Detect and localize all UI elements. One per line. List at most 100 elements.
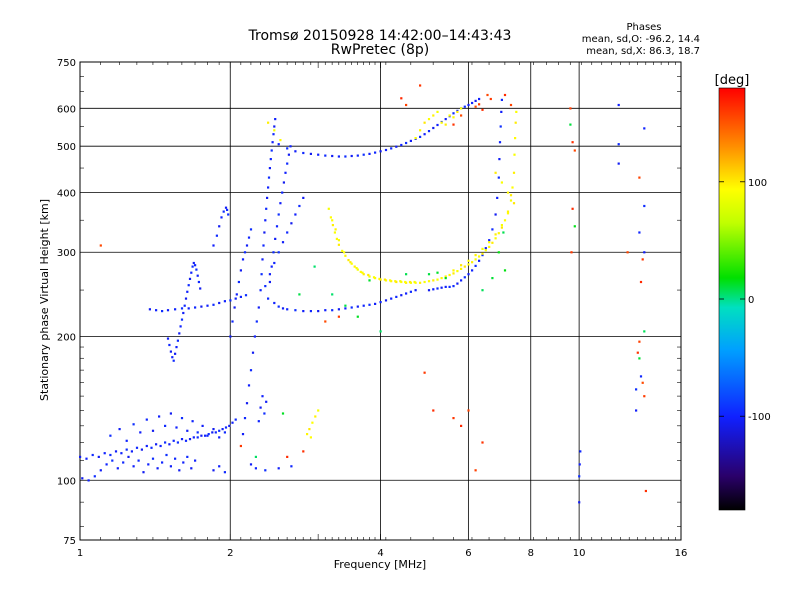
y-tick-label: 75 xyxy=(63,536,76,547)
chart-subtitle: RwPretec (8p) xyxy=(331,42,429,58)
data-point xyxy=(419,135,422,138)
data-point xyxy=(282,181,285,184)
data-point xyxy=(226,208,229,211)
data-point xyxy=(218,436,221,439)
data-point xyxy=(379,301,382,304)
data-point xyxy=(317,310,320,313)
data-point xyxy=(509,103,513,107)
data-point xyxy=(298,204,301,208)
data-point xyxy=(148,308,151,311)
data-point xyxy=(206,434,209,437)
data-point xyxy=(302,196,305,199)
data-point xyxy=(267,121,270,124)
data-point xyxy=(79,455,82,458)
data-point xyxy=(200,305,203,308)
data-point xyxy=(494,237,497,240)
data-point xyxy=(448,273,451,277)
data-point xyxy=(137,459,140,462)
data-point xyxy=(463,105,466,108)
data-point xyxy=(309,436,312,439)
data-point xyxy=(263,231,266,234)
data-point xyxy=(356,305,359,308)
data-point xyxy=(497,251,500,254)
data-point xyxy=(384,148,388,152)
data-point xyxy=(361,271,364,274)
data-point xyxy=(471,269,474,272)
data-point xyxy=(122,461,125,464)
data-point xyxy=(116,467,119,470)
data-point xyxy=(125,448,128,451)
data-point xyxy=(478,97,481,101)
data-point xyxy=(432,279,435,282)
data-point xyxy=(500,98,503,101)
data-point xyxy=(478,255,481,258)
data-point xyxy=(436,278,439,281)
data-point xyxy=(414,289,417,292)
data-point xyxy=(194,306,197,309)
data-point xyxy=(491,228,494,231)
data-point xyxy=(182,311,185,315)
data-point xyxy=(159,444,162,448)
data-point xyxy=(241,433,245,436)
data-point xyxy=(353,265,356,268)
data-point xyxy=(313,265,316,268)
x-tick-label: 2 xyxy=(227,548,233,559)
data-point xyxy=(427,118,431,121)
data-point xyxy=(127,455,130,458)
data-point xyxy=(503,93,507,97)
data-point xyxy=(156,467,159,470)
data-point xyxy=(337,243,340,246)
data-point xyxy=(474,264,477,267)
data-point xyxy=(190,467,193,470)
data-point xyxy=(419,129,422,132)
data-point xyxy=(132,423,135,426)
data-point xyxy=(93,475,96,478)
data-point xyxy=(486,93,489,97)
data-point xyxy=(344,155,347,158)
data-point xyxy=(171,356,174,359)
data-point xyxy=(275,225,279,228)
data-point xyxy=(97,455,100,458)
data-point xyxy=(174,457,177,460)
data-point xyxy=(362,273,365,276)
data-point xyxy=(511,186,514,189)
data-point xyxy=(120,452,123,455)
colorbar-tick-label: 100 xyxy=(748,178,767,189)
data-point xyxy=(155,443,158,446)
data-point xyxy=(474,105,477,108)
data-point xyxy=(467,409,470,412)
data-point xyxy=(423,280,426,284)
data-point xyxy=(244,294,248,297)
data-point xyxy=(638,357,641,360)
data-point xyxy=(286,308,289,311)
data-point xyxy=(229,299,232,302)
data-point xyxy=(444,285,447,288)
data-point xyxy=(286,231,289,234)
data-point xyxy=(481,441,484,444)
data-point xyxy=(395,145,398,148)
data-point xyxy=(427,130,431,133)
data-point xyxy=(180,307,184,310)
data-point xyxy=(284,171,287,174)
data-point xyxy=(395,295,398,298)
data-point xyxy=(488,239,491,242)
data-point xyxy=(91,453,94,457)
data-point xyxy=(327,207,330,210)
data-point xyxy=(130,450,133,453)
data-point xyxy=(573,225,576,228)
data-point xyxy=(169,465,172,468)
data-point xyxy=(335,237,338,240)
data-point xyxy=(221,428,224,431)
data-point xyxy=(463,276,466,279)
data-point xyxy=(460,267,463,270)
data-point xyxy=(474,99,477,102)
data-point xyxy=(302,310,305,313)
data-point xyxy=(239,295,242,298)
data-point xyxy=(368,152,371,155)
data-point xyxy=(273,301,276,305)
data-point xyxy=(356,315,359,318)
data-point xyxy=(85,457,88,460)
x-tick-label: 1 xyxy=(77,548,83,559)
data-point xyxy=(379,150,382,153)
